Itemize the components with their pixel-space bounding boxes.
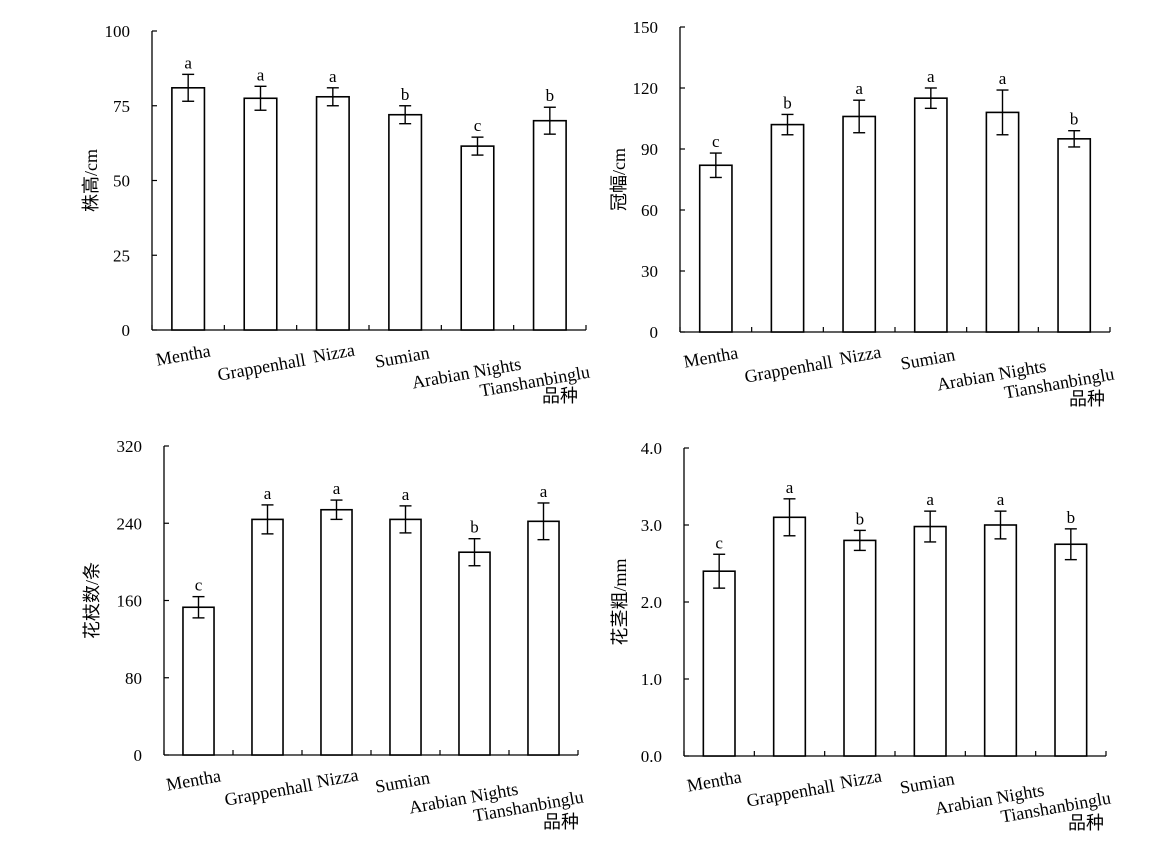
chart-panel-3: 0 80 160 240 320 c Mentha a Grappenhall a Nizza a Su… xyxy=(82,437,585,832)
y-tick-label: 4.0 xyxy=(641,439,662,458)
significance-label: a xyxy=(264,484,272,503)
significance-label: a xyxy=(540,482,548,501)
category-label: Sumian xyxy=(374,767,432,796)
bar xyxy=(913,97,948,333)
y-tick-label: 0 xyxy=(650,323,659,342)
bar xyxy=(320,508,353,756)
y-tick-label: 100 xyxy=(105,22,131,41)
y-tick-label: 150 xyxy=(633,18,659,37)
category-label: Nizza xyxy=(311,340,356,367)
y-tick-label: 0 xyxy=(134,746,143,765)
y-tick-label: 240 xyxy=(117,514,143,533)
category-label: Mentha xyxy=(165,765,223,794)
category-label: Nizza xyxy=(838,342,883,369)
significance-label: c xyxy=(715,533,723,552)
significance-label: b xyxy=(783,93,792,112)
bar xyxy=(388,113,423,331)
y-tick-label: 3.0 xyxy=(641,516,662,535)
bar xyxy=(983,524,1018,757)
y-axis-title: 花茎粗/mm xyxy=(610,558,630,645)
category-label: Mentha xyxy=(685,766,743,795)
significance-label: b xyxy=(1070,110,1079,129)
bar xyxy=(243,97,278,331)
significance-label: a xyxy=(329,67,337,86)
significance-label: b xyxy=(856,509,865,528)
y-tick-label: 80 xyxy=(125,669,142,688)
significance-label: b xyxy=(546,86,555,105)
y-tick-label: 60 xyxy=(641,201,658,220)
bar xyxy=(702,570,736,757)
x-axis-title: 品种 xyxy=(542,386,578,406)
y-tick-label: 1.0 xyxy=(641,670,662,689)
bar xyxy=(251,518,284,756)
bar xyxy=(1054,543,1088,757)
bar xyxy=(527,520,560,756)
y-tick-label: 90 xyxy=(641,140,658,159)
bar xyxy=(842,115,877,333)
significance-label: a xyxy=(997,490,1005,509)
category-label: Grappenhall xyxy=(743,352,834,387)
significance-label: a xyxy=(927,67,935,86)
y-axis-title: 株高/cm xyxy=(81,149,101,212)
significance-label: a xyxy=(257,65,265,84)
bar xyxy=(985,111,1020,333)
bar xyxy=(182,606,215,756)
x-axis-title: 品种 xyxy=(1069,389,1105,409)
y-tick-label: 2.0 xyxy=(641,593,662,612)
significance-label: b xyxy=(401,85,410,104)
bar xyxy=(913,525,947,757)
bar xyxy=(1057,138,1092,333)
significance-label: c xyxy=(474,116,482,135)
y-tick-label: 25 xyxy=(113,246,130,265)
bar xyxy=(458,551,491,756)
category-label: Grappenhall xyxy=(223,775,314,810)
bar xyxy=(772,516,807,757)
x-axis-title: 品种 xyxy=(543,812,579,832)
y-axis-title: 花枝数/条 xyxy=(82,562,102,639)
y-tick-label: 120 xyxy=(633,79,659,98)
significance-label: a xyxy=(402,485,410,504)
category-label: Grappenhall xyxy=(745,776,836,811)
significance-label: a xyxy=(999,69,1007,88)
category-label: Nizza xyxy=(315,765,360,792)
significance-label: b xyxy=(1067,508,1076,527)
significance-label: c xyxy=(712,132,720,151)
x-axis-title: 品种 xyxy=(1068,813,1104,833)
significance-label: b xyxy=(470,518,479,537)
bar xyxy=(389,518,422,756)
significance-label: a xyxy=(855,79,863,98)
category-label: Grappenhall xyxy=(216,350,307,385)
y-tick-label: 160 xyxy=(117,592,143,611)
chart-panel-2: 0 30 60 90 120 150 c Mentha b Grappenhall a Nizza a S… xyxy=(609,18,1116,409)
category-label: Mentha xyxy=(154,340,212,369)
bar xyxy=(532,119,567,331)
category-label: Nizza xyxy=(838,766,883,793)
significance-label: a xyxy=(926,490,934,509)
bar xyxy=(460,145,495,331)
category-label: Sumian xyxy=(373,342,431,371)
significance-label: a xyxy=(184,53,192,72)
y-tick-label: 0.0 xyxy=(641,747,662,766)
bar xyxy=(770,123,805,333)
chart-panel-4: 0.0 1.0 2.0 3.0 4.0 c Mentha a Grappenhall b Nizza… xyxy=(610,439,1112,833)
y-tick-label: 50 xyxy=(113,172,130,191)
y-tick-label: 75 xyxy=(113,97,130,116)
chart-panel-1: 0 25 50 75 100 a Mentha a Grappenhall a Nizza b Sumi… xyxy=(81,22,591,406)
bar xyxy=(843,539,877,757)
y-tick-label: 0 xyxy=(122,321,131,340)
bar xyxy=(315,95,350,331)
significance-label: a xyxy=(786,478,794,497)
category-label: Sumian xyxy=(899,344,957,373)
y-tick-label: 30 xyxy=(641,262,658,281)
category-label: Mentha xyxy=(682,342,740,371)
category-label: Sumian xyxy=(898,768,956,797)
y-tick-label: 320 xyxy=(117,437,143,456)
y-axis-title: 冠幅/cm xyxy=(609,148,629,211)
bar xyxy=(698,164,733,333)
significance-label: a xyxy=(333,479,341,498)
significance-label: c xyxy=(195,576,203,595)
bar xyxy=(171,87,206,331)
